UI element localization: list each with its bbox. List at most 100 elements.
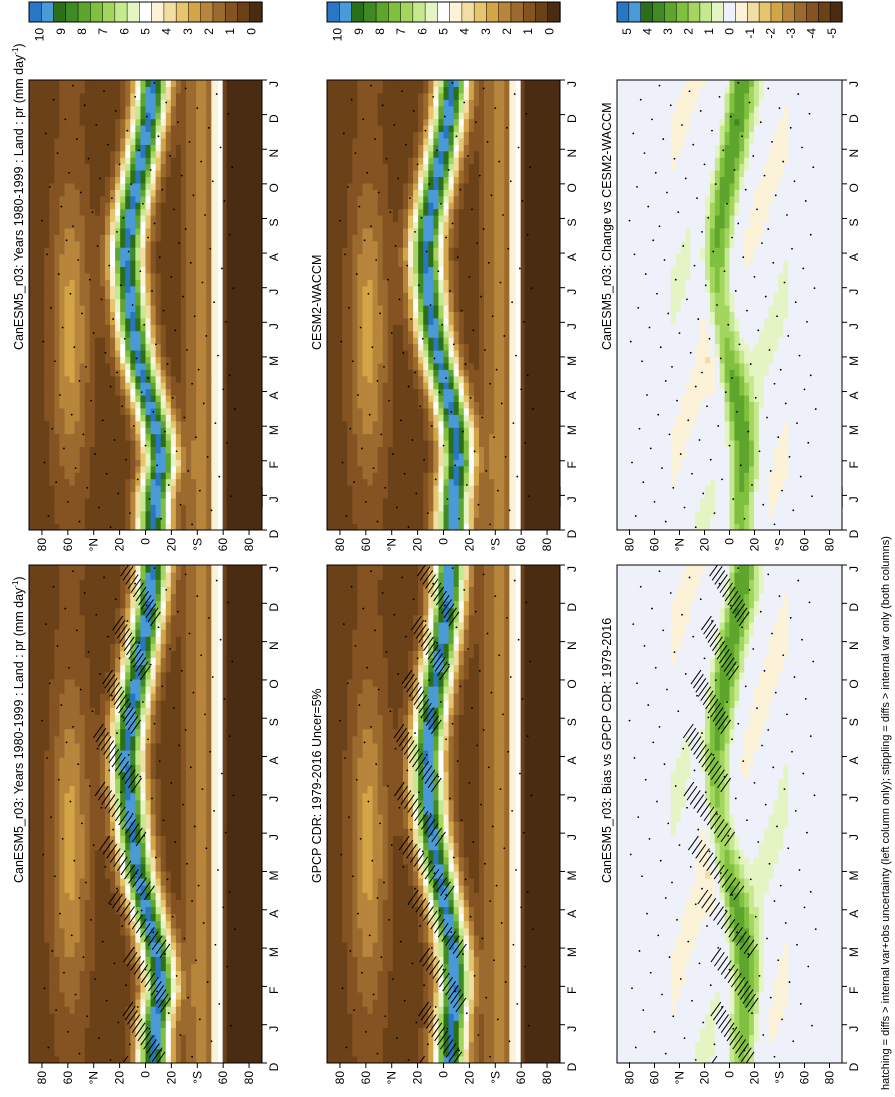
heatmap-cell — [186, 664, 192, 673]
heatmap-cell — [236, 1041, 243, 1050]
heatmap-cell — [29, 478, 35, 486]
heatmap-cell — [39, 771, 45, 780]
heatmap-cell — [180, 369, 187, 377]
heatmap-cell — [251, 870, 258, 879]
heatmap-cell — [165, 956, 172, 964]
stipple-dot — [109, 1058, 112, 1061]
heatmap-cell — [231, 414, 238, 422]
heatmap-cell — [99, 1006, 106, 1014]
heatmap-cell — [226, 1041, 233, 1050]
heatmap-cell — [175, 600, 182, 609]
hatch-mark — [124, 1005, 136, 1021]
heatmap-cell — [241, 446, 248, 454]
heatmap-cell — [186, 963, 192, 972]
heatmap-cell — [180, 1013, 187, 1021]
heatmap-cell — [89, 878, 96, 886]
heatmap-cell — [84, 956, 91, 964]
heatmap-cell — [231, 565, 238, 573]
heatmap-cell — [256, 714, 262, 723]
heatmap-cell — [191, 497, 197, 505]
heatmap-cell — [69, 420, 76, 428]
heatmap-cell — [246, 343, 253, 351]
heatmap-cell — [69, 671, 76, 680]
heatmap-cell — [170, 998, 177, 1007]
heatmap-cell — [69, 700, 76, 708]
heatmap-cell — [211, 572, 218, 580]
heatmap-cell — [246, 856, 253, 865]
heatmap-cell — [110, 1034, 116, 1043]
heatmap-cell — [125, 906, 131, 915]
heatmap-cell — [246, 806, 253, 815]
heatmap-cell — [150, 1013, 157, 1021]
heatmap-cell — [231, 579, 238, 587]
heatmap-cell — [135, 621, 142, 630]
heatmap-cell — [120, 565, 126, 573]
heatmap-cell — [226, 621, 233, 630]
heatmap-cell — [231, 607, 238, 616]
heatmap-cell — [64, 1048, 71, 1057]
heatmap-cell — [99, 523, 106, 530]
heatmap-cell — [44, 1027, 50, 1036]
heatmap-cell — [246, 700, 253, 708]
heatmap-cell — [29, 643, 35, 651]
heatmap-cell — [211, 799, 218, 808]
heatmap-cell — [69, 814, 76, 822]
heatmap-cell — [89, 1020, 96, 1029]
heatmap-cell — [211, 842, 218, 851]
heatmap-cell — [104, 664, 111, 673]
heatmap-cell — [130, 1041, 136, 1050]
heatmap-cell — [256, 671, 262, 680]
heatmap-cell — [44, 1006, 50, 1014]
heatmap-cell — [221, 835, 228, 844]
heatmap-cell — [120, 388, 126, 396]
heatmap-cell — [241, 934, 248, 943]
heatmap-cell — [145, 427, 152, 435]
heatmap-cell — [125, 998, 131, 1007]
heatmap-cell — [251, 420, 258, 428]
heatmap-cell — [125, 899, 131, 908]
heatmap-cell — [89, 491, 96, 499]
hatch-mark — [112, 615, 124, 631]
heatmap-cell — [226, 593, 233, 602]
heatmap-cell — [99, 433, 106, 441]
heatmap-cell — [155, 579, 162, 587]
stipple-dot — [206, 981, 209, 983]
month-tick-label: F — [267, 987, 281, 994]
heatmap-cell — [145, 629, 152, 637]
month-tick-label: J — [267, 566, 281, 572]
heatmap-cell — [44, 856, 50, 865]
heatmap-cell — [69, 382, 76, 390]
heatmap-cell — [89, 614, 96, 623]
stipple-dot — [134, 582, 137, 585]
heatmap-cell — [39, 913, 45, 922]
heatmap-cell — [206, 1006, 212, 1014]
heatmap-cell — [165, 707, 172, 715]
heatmap-cell — [175, 565, 182, 573]
heatmap-cell — [49, 735, 55, 744]
heatmap-cell — [54, 497, 60, 505]
heatmap-cell — [44, 650, 50, 659]
heatmap-cell — [110, 664, 116, 673]
heatmap-cell — [115, 963, 121, 972]
heatmap-cell — [94, 700, 101, 708]
heatmap-cell — [170, 721, 177, 730]
heatmap-cell — [191, 707, 197, 715]
heatmap-cell — [115, 927, 121, 936]
stipple-dot — [64, 607, 67, 610]
stipple-dot — [108, 769, 111, 772]
heatmap-cell — [246, 420, 253, 428]
heatmap-cell — [160, 835, 167, 844]
heatmap-cell — [155, 714, 162, 723]
heatmap-cell — [84, 742, 91, 751]
hatch-mark — [127, 574, 139, 589]
heatmap-cell — [29, 1020, 35, 1029]
heatmap-cell — [64, 504, 71, 512]
heatmap-cell — [236, 427, 243, 435]
heatmap-cell — [226, 927, 233, 936]
heatmap-cell — [135, 998, 142, 1007]
heatmap-cell — [49, 643, 55, 651]
heatmap-cell — [79, 749, 86, 758]
heatmap-cell — [231, 356, 238, 364]
heatmap-cell — [201, 678, 207, 687]
heatmap-cell — [180, 1048, 187, 1057]
